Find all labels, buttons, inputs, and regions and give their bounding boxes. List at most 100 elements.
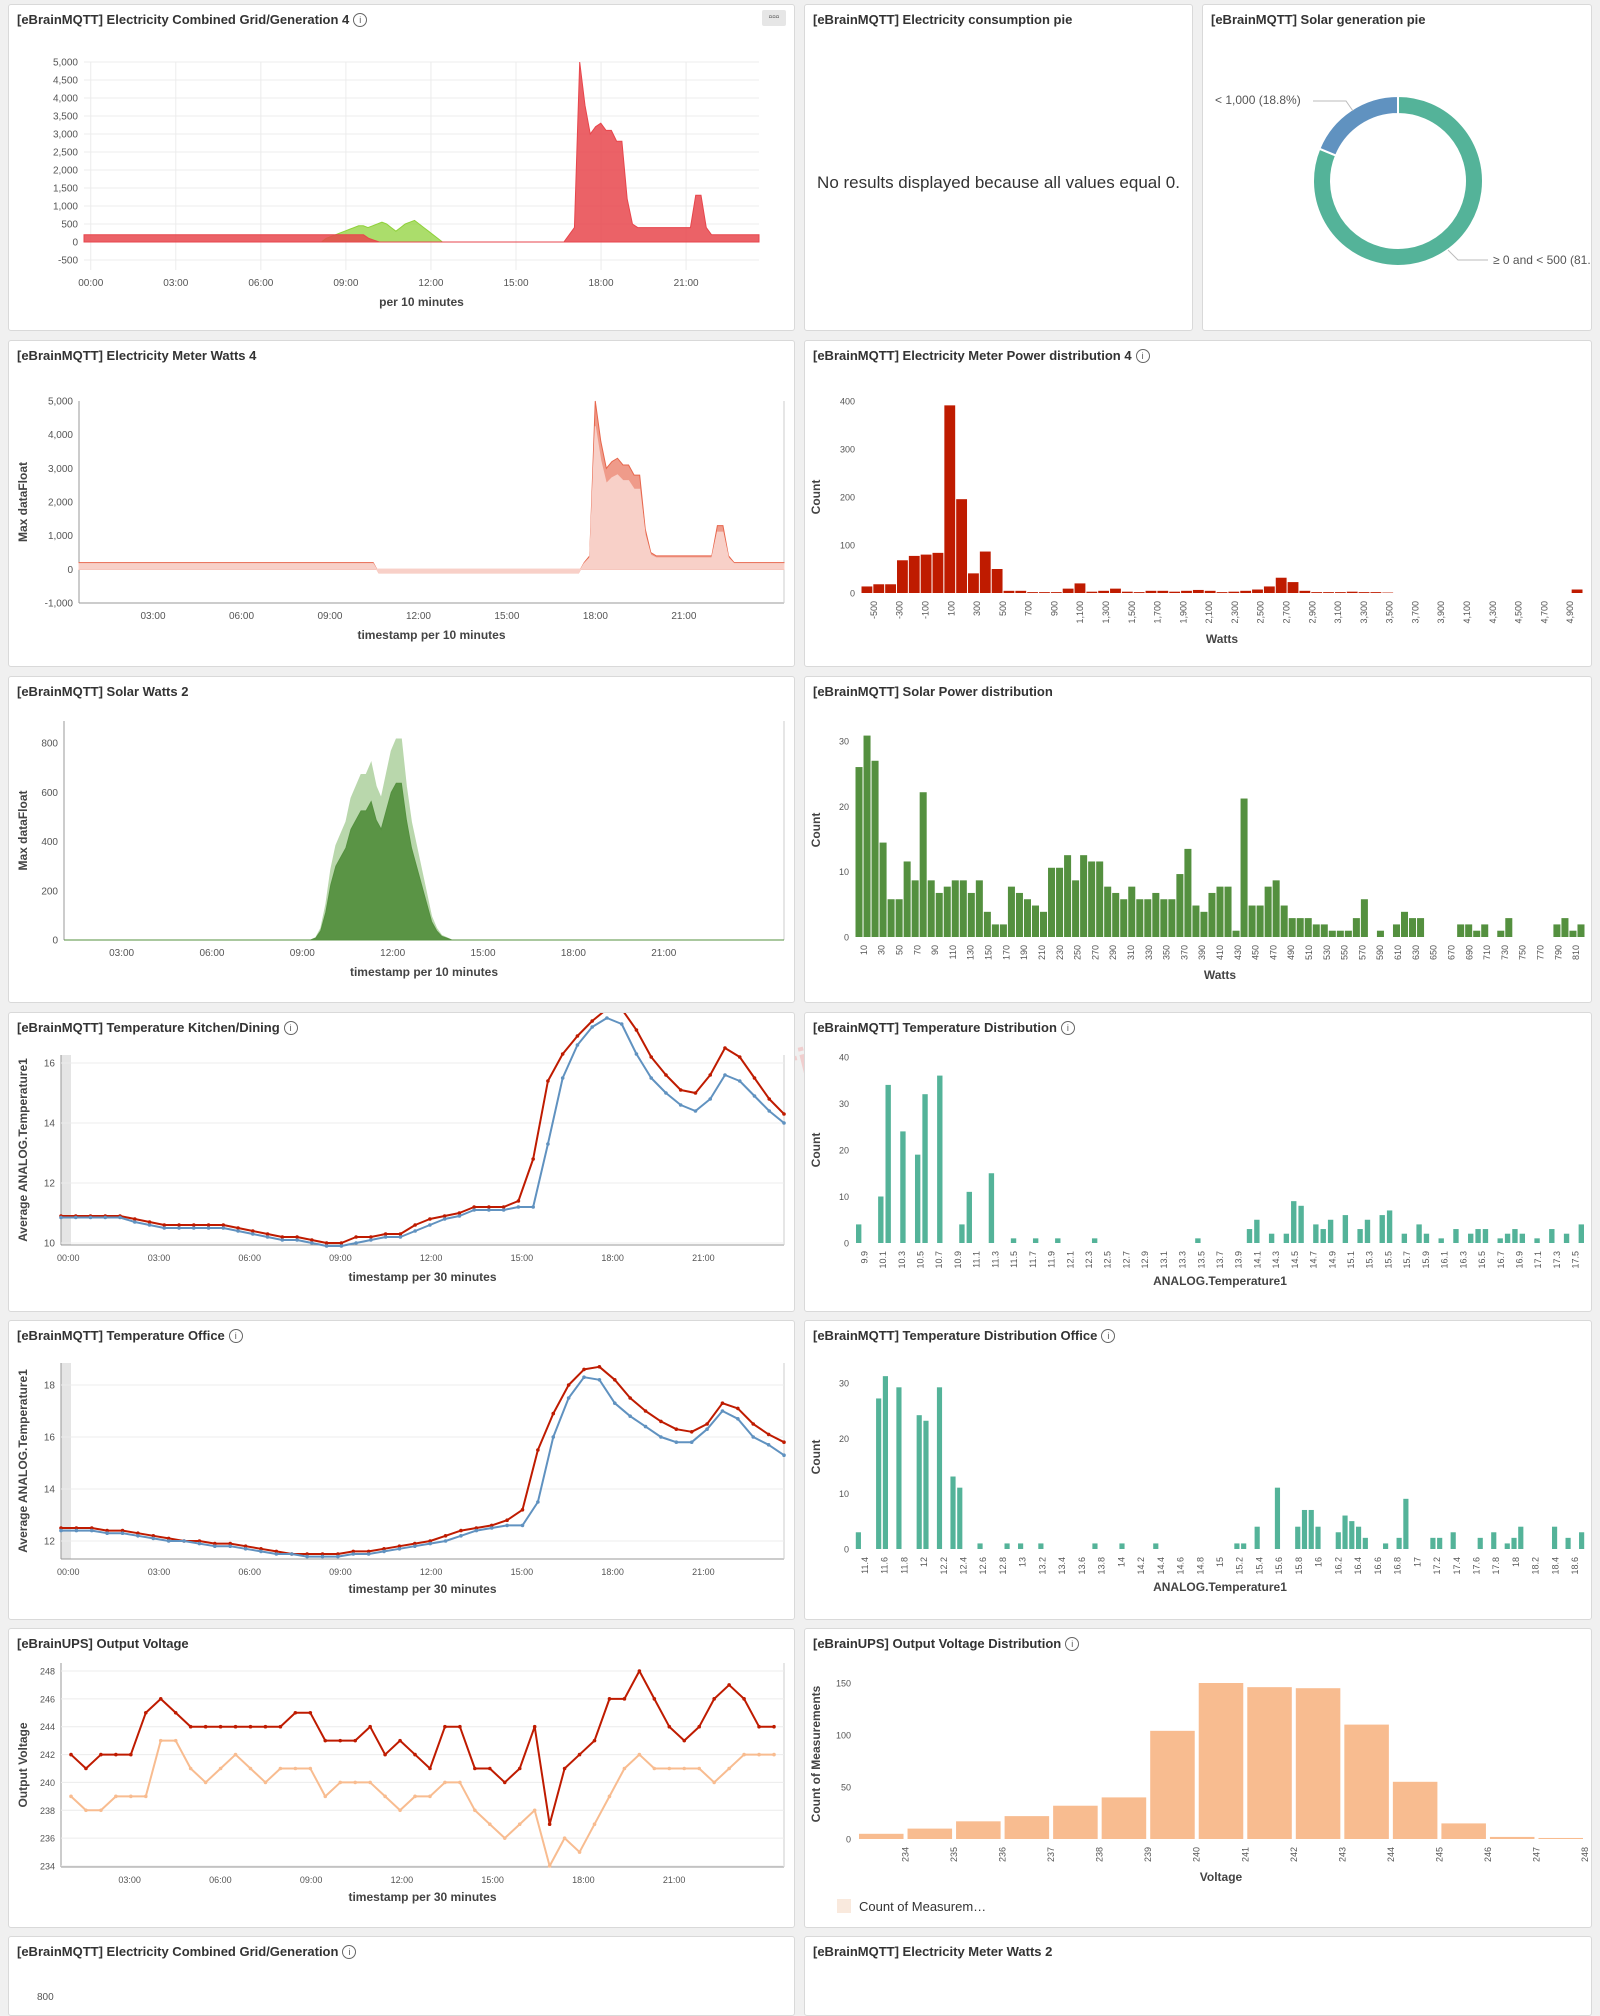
histogram-bar [1299,591,1310,593]
series-area [64,783,784,940]
x-tick-label: 12.9 [1140,1251,1150,1269]
histogram-bar [1241,799,1248,937]
info-icon[interactable]: i [1065,1637,1079,1651]
y-tick-label: 20 [839,1434,849,1444]
info-icon[interactable]: i [1061,1021,1075,1035]
histogram-bar [1365,1220,1370,1243]
x-tick-label: 3,500 [1385,601,1395,624]
data-point [644,1425,648,1429]
y-tick-label: 30 [839,737,849,747]
chart-legend[interactable]: Count of Measurem… [837,1899,986,1914]
histogram-bar [1321,1229,1326,1243]
info-icon[interactable]: i [1101,1329,1115,1343]
x-tick-label: 1,900 [1178,601,1188,624]
histogram-bar [864,736,871,937]
x-tick-label: 2,100 [1204,601,1214,624]
data-point [649,1055,653,1059]
data-point [772,1725,776,1729]
info-icon[interactable]: i [1136,349,1150,363]
data-point [121,1531,125,1535]
histogram-bar [1579,1532,1584,1549]
x-tick-label: 234 [901,1847,911,1862]
x-axis-title: ANALOG.Temperature1 [1153,1580,1287,1594]
histogram-bar [1128,887,1135,937]
data-point [59,1529,63,1533]
histogram-bar [1465,924,1472,937]
data-point [309,1711,313,1715]
data-point [228,1544,232,1548]
data-point [353,1739,357,1743]
data-point [682,1739,686,1743]
histogram-bar [1380,1215,1385,1243]
panel-options-button[interactable]: ▫▫▫ [762,10,786,26]
y-tick-label: 800 [41,739,58,750]
data-point [664,1091,668,1095]
data-point [162,1226,166,1230]
data-point [721,1409,725,1413]
histogram-bar [1342,1516,1347,1549]
x-tick-label: 590 [1375,945,1385,960]
data-point [727,1767,731,1771]
x-tick-label: 4,500 [1514,601,1524,624]
data-point [578,1850,582,1854]
x-tick-label: 670 [1446,945,1456,960]
histogram-bar [1564,1234,1569,1243]
histogram-bar [900,1131,905,1243]
data-point [546,1142,550,1146]
x-tick-label: 06:00 [248,278,273,289]
data-point [84,1808,88,1812]
info-icon[interactable]: i [342,1945,356,1959]
panel-temperature-distribution-office: [eBrainMQTT] Temperature Distribution Of… [804,1320,1592,1620]
x-tick-label: 243 [1337,1847,1347,1862]
x-tick-label: 17.2 [1432,1557,1442,1575]
panel-meter-watts-4: [eBrainMQTT] Electricity Meter Watts 4 5… [8,340,795,667]
histogram-bar [952,880,959,937]
y-tick-label: 600 [41,788,58,799]
x-tick-label: 16.9 [1514,1251,1524,1269]
histogram-bar [989,1173,994,1243]
histogram-bar [1056,868,1063,937]
histogram-bar [1577,924,1584,937]
data-point [533,1725,537,1729]
x-tick-label: 11.6 [880,1557,890,1574]
info-icon[interactable]: i [229,1329,243,1343]
data-point [502,1208,506,1212]
data-point [590,1025,594,1029]
x-tick-label: 240 [1192,1847,1202,1862]
data-point [207,1226,211,1230]
data-point [458,1725,462,1729]
histogram-bar [1520,1234,1525,1243]
y-tick-label: 20 [839,802,849,812]
y-tick-label: 30 [839,1379,849,1389]
data-point [576,1034,580,1038]
data-point [174,1711,178,1715]
histogram-bar [885,1085,890,1243]
data-point [129,1753,133,1757]
y-tick-label: 10 [839,1489,849,1499]
data-point [384,1235,388,1239]
data-point [505,1518,509,1522]
info-icon[interactable]: i [353,13,367,27]
y-tick-label: 20 [839,1146,849,1156]
y-tick-label: 248 [40,1667,55,1677]
info-icon[interactable]: i [284,1021,298,1035]
data-point [531,1205,535,1209]
y-tick-label: 238 [40,1806,55,1816]
x-tick-label: 236 [998,1847,1008,1862]
histogram-bar [1569,931,1576,937]
histogram-bar [937,1387,942,1549]
histogram-bar [888,899,895,937]
data-point [354,1241,358,1245]
x-tick-label: 18:00 [589,278,614,289]
data-point [721,1401,725,1405]
histogram-bar [859,1834,904,1839]
x-axis-title: Voltage [1200,1870,1243,1884]
x-tick-label: 15.3 [1365,1251,1375,1269]
data-point [567,1396,571,1400]
histogram-bar [1086,592,1097,593]
x-tick-label: 310 [1126,945,1136,960]
x-tick-label: 18.6 [1570,1557,1580,1575]
